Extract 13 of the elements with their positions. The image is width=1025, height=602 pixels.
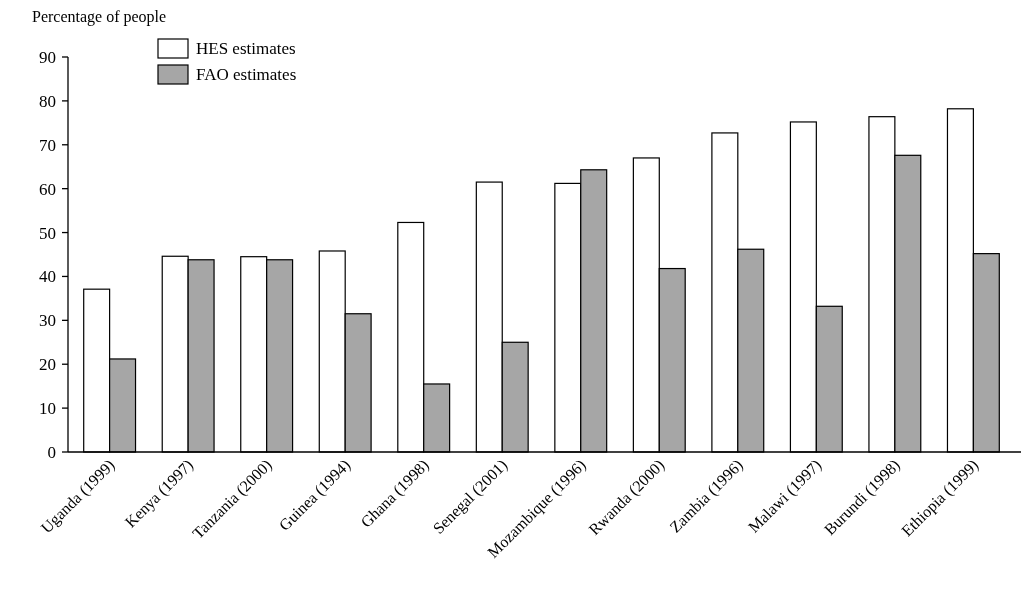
y-tick-label: 30 [39,311,56,331]
y-tick-label: 90 [39,47,56,67]
y-axis-title: Percentage of people [32,8,167,26]
legend-label: FAO estimates [196,65,297,84]
y-tick-label: 40 [39,267,56,287]
legend-label: HES estimates [196,39,296,58]
y-tick-label: 10 [39,399,56,419]
y-tick-label: 50 [39,223,56,243]
y-tick-label: 70 [39,135,56,155]
y-tick-label: 80 [39,91,56,111]
y-tick-label: 60 [39,179,56,199]
y-tick-label: 0 [47,442,56,462]
y-tick-label: 20 [39,355,56,375]
